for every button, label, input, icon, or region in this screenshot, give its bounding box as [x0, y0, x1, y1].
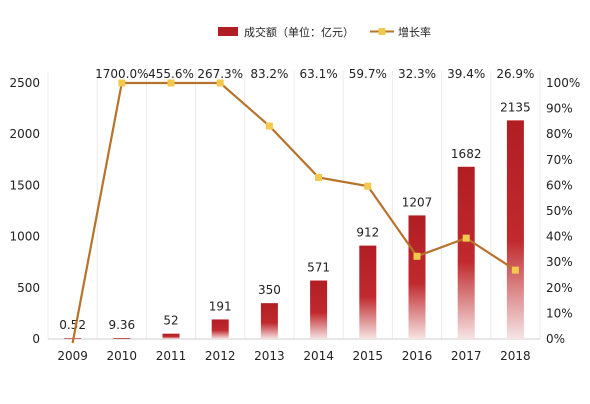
bar — [457, 166, 475, 339]
bar — [408, 215, 426, 339]
x-tick-label: 2011 — [156, 349, 187, 363]
y-left-tick-label: 1500 — [9, 178, 40, 192]
x-tick-label: 2015 — [353, 349, 384, 363]
bar-data-label: 2135 — [500, 100, 531, 114]
legend-line-label: 增长率 — [398, 25, 431, 39]
bar-data-label: 1207 — [402, 195, 433, 209]
line-data-label: 59.7% — [349, 67, 387, 81]
y-left-tick-label: 2000 — [9, 127, 40, 141]
bar — [260, 303, 278, 339]
x-tick-label: 2016 — [402, 349, 433, 363]
y-right-tick-label: 30% — [546, 255, 573, 269]
legend-line-marker — [378, 28, 386, 35]
x-tick-label: 2009 — [57, 349, 88, 363]
line-data-labels: 1700.0% 455.6% 267.3% 83.2% 63.1% 59.7% 32.3% 3… — [95, 67, 534, 81]
line-marker — [413, 252, 421, 260]
y-right-tick-label: 40% — [546, 230, 573, 244]
line-data-label: 1700.0% — [95, 67, 148, 81]
legend: 成交额（单位：亿元） 增长率 — [218, 25, 431, 39]
line-marker — [511, 266, 519, 274]
bar-data-label: 1682 — [451, 147, 482, 161]
y-left-tick-label: 1000 — [9, 230, 40, 244]
y-right-tick-label: 70% — [546, 153, 573, 167]
line-series — [71, 79, 519, 344]
line-marker — [364, 182, 372, 190]
bar-data-label: 9.36 — [108, 318, 135, 332]
x-tick-label: 2017 — [451, 349, 482, 363]
y-right-tick-label: 0% — [546, 332, 565, 346]
y-right-tick-label: 60% — [546, 178, 573, 192]
bar — [506, 120, 524, 339]
y-right-tick-label: 20% — [546, 281, 573, 295]
bar-series — [64, 120, 524, 339]
line-marker — [118, 79, 126, 87]
y-left-tick-label: 500 — [17, 281, 40, 295]
bar — [359, 245, 377, 339]
y-right-tick-label: 50% — [546, 204, 573, 218]
bar-data-label: 912 — [356, 226, 379, 240]
y-right-tick-label: 80% — [546, 127, 573, 141]
bar-data-label: 52 — [163, 314, 178, 328]
y-left-tick-label: 0 — [32, 332, 40, 346]
legend-bar-label: 成交额（单位：亿元） — [244, 25, 354, 39]
line-data-label: 267.3% — [197, 67, 243, 81]
line-data-label: 83.2% — [250, 67, 288, 81]
y-left-tick-label: 2500 — [9, 76, 40, 90]
bar — [113, 338, 131, 339]
left-axis: 0 500 1000 1500 2000 2500 — [9, 76, 40, 346]
line-marker — [167, 79, 175, 87]
line-data-label: 39.4% — [447, 67, 485, 81]
line-data-label: 32.3% — [398, 67, 436, 81]
x-tick-label: 2018 — [500, 349, 531, 363]
bar — [211, 319, 229, 339]
bar-data-label: 571 — [307, 261, 330, 275]
y-right-tick-label: 90% — [546, 102, 573, 116]
line-marker — [315, 173, 323, 181]
bar-data-label: 191 — [209, 299, 232, 313]
bar — [162, 333, 180, 339]
bar-data-labels: 0.52 9.36 52 191 350 571 912 1207 1682 2135 — [59, 100, 530, 332]
line-data-label: 63.1% — [300, 67, 338, 81]
y-right-tick-label: 100% — [546, 76, 580, 90]
x-tick-label: 2012 — [205, 349, 236, 363]
x-tick-label: 2014 — [303, 349, 334, 363]
line-marker — [216, 79, 224, 87]
x-axis: 2009 2010 2011 2012 2013 2014 2015 2016 2017 2018 — [57, 349, 530, 363]
bar-data-label: 0.52 — [59, 318, 86, 332]
legend-bar-swatch — [218, 27, 238, 36]
bar — [310, 280, 328, 339]
bar-data-label: 350 — [258, 283, 281, 297]
x-tick-label: 2013 — [254, 349, 285, 363]
line-marker — [462, 234, 470, 242]
line-data-label: 455.6% — [148, 67, 194, 81]
right-axis: 0% 10% 20% 30% 40% 50% 60% 70% 80% 90% 100% — [546, 76, 580, 346]
y-right-tick-label: 10% — [546, 306, 573, 320]
x-tick-label: 2010 — [107, 349, 138, 363]
growth-line — [71, 81, 516, 344]
line-data-label: 26.9% — [496, 67, 534, 81]
line-marker — [265, 122, 273, 130]
